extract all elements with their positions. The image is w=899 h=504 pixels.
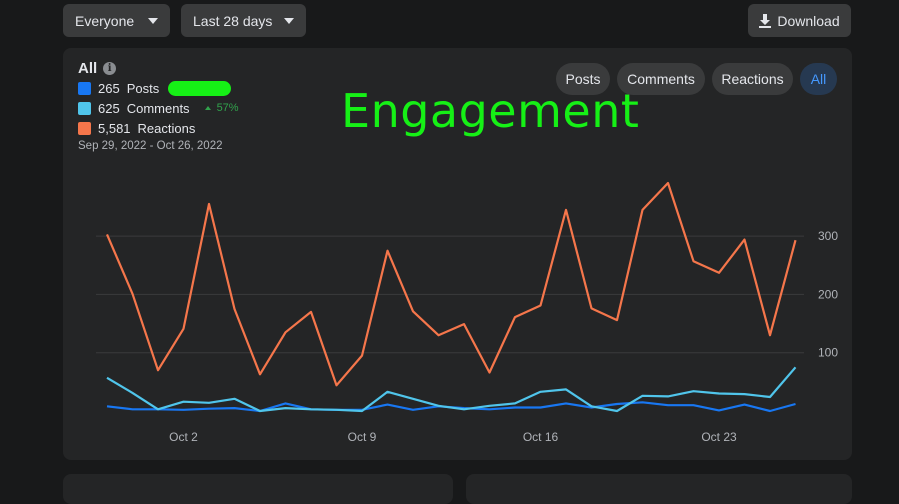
y-tick-label: 300 <box>818 229 838 243</box>
chevron-down-icon <box>148 17 158 24</box>
chevron-down-icon <box>284 17 294 24</box>
arrow-up-icon <box>204 106 211 110</box>
posts-redaction-mark <box>168 80 232 96</box>
comments-swatch <box>78 101 91 115</box>
legend-item-posts: 265 Posts <box>78 80 232 96</box>
x-tick-label: Oct 23 <box>701 430 737 444</box>
comments-delta: 57% <box>204 102 239 114</box>
date-range-label: Sep 29, 2022 - Oct 26, 2022 <box>78 140 223 152</box>
reactions-swatch <box>78 121 91 135</box>
y-tick-label: 100 <box>818 346 838 360</box>
legend-item-comments: 625 Comments 57% <box>78 100 239 116</box>
engagement-line-chart: 100 200 300 Oct 2 Oct 9 Oct 16 Oct 23 <box>96 181 838 444</box>
x-tick-label: Oct 9 <box>348 430 377 444</box>
lower-card-left <box>63 474 453 504</box>
posts-swatch <box>78 81 91 95</box>
chart-title-overlay: Engagement <box>341 84 640 138</box>
legend-title-text: All <box>78 60 98 77</box>
legend-item-reactions: 5,581 Reactions <box>78 120 195 136</box>
posts-total: 265 <box>98 80 120 96</box>
x-tick-label: Oct 2 <box>169 430 198 444</box>
legend-title: All i <box>78 60 117 77</box>
y-tick-label: 200 <box>818 287 838 301</box>
tab-posts[interactable]: Posts <box>556 63 610 95</box>
comments-label: Comments <box>126 100 190 116</box>
comments-delta-value: 57% <box>216 102 239 114</box>
info-icon[interactable]: i <box>103 62 117 75</box>
tab-comments[interactable]: Comments <box>617 63 705 95</box>
posts-label: Posts <box>126 80 160 96</box>
date-range-dropdown-label: Last 28 days <box>193 12 273 29</box>
lower-card-right <box>466 474 852 504</box>
date-range-dropdown[interactable]: Last 28 days <box>181 4 306 37</box>
series-line-comments <box>106 366 797 413</box>
audience-dropdown[interactable]: Everyone <box>63 4 170 37</box>
download-button[interactable]: Download <box>748 4 851 37</box>
tab-reactions[interactable]: Reactions <box>712 63 793 95</box>
tab-all[interactable]: All <box>800 63 837 95</box>
series-line-reactions <box>105 181 797 387</box>
download-icon <box>759 13 772 28</box>
comments-total: 625 <box>98 100 120 116</box>
reactions-label: Reactions <box>137 120 196 136</box>
reactions-total: 5,581 <box>98 120 131 136</box>
x-tick-label: Oct 16 <box>523 430 559 444</box>
audience-dropdown-label: Everyone <box>75 12 135 29</box>
download-button-label: Download <box>777 12 840 29</box>
engagement-card: 100 200 300 Oct 2 Oct 9 Oct 16 Oct 23 All i 26… <box>63 48 852 460</box>
